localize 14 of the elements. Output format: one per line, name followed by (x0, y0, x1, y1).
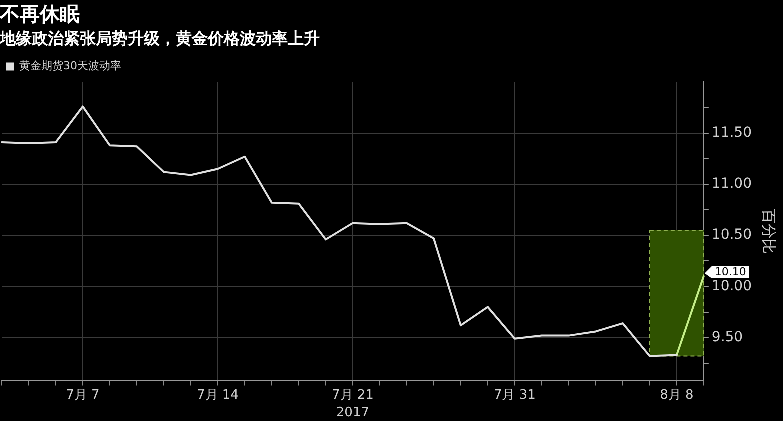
y-tick-label: 11.00 (712, 176, 752, 192)
x-tick-label: 7月 31 (494, 388, 536, 403)
data-label: 10.10 (714, 265, 746, 278)
y-axis-title: 百分比 (760, 209, 778, 254)
y-tick-label: 11.50 (712, 124, 752, 141)
x-tick-label: 7月 14 (197, 388, 239, 403)
x-tick-label: 7月 21 (332, 388, 374, 403)
legend-label: 黄金期货30天波动率 (20, 60, 122, 73)
y-tick-label: 10.00 (712, 278, 752, 294)
x-axis-title: 2017 (336, 406, 370, 421)
x-tick-label: 8月 8 (660, 388, 694, 403)
y-tick-label: 10.50 (712, 227, 752, 244)
y-tick-label: 9.50 (712, 329, 744, 346)
x-tick-label: 7月 7 (66, 388, 100, 403)
